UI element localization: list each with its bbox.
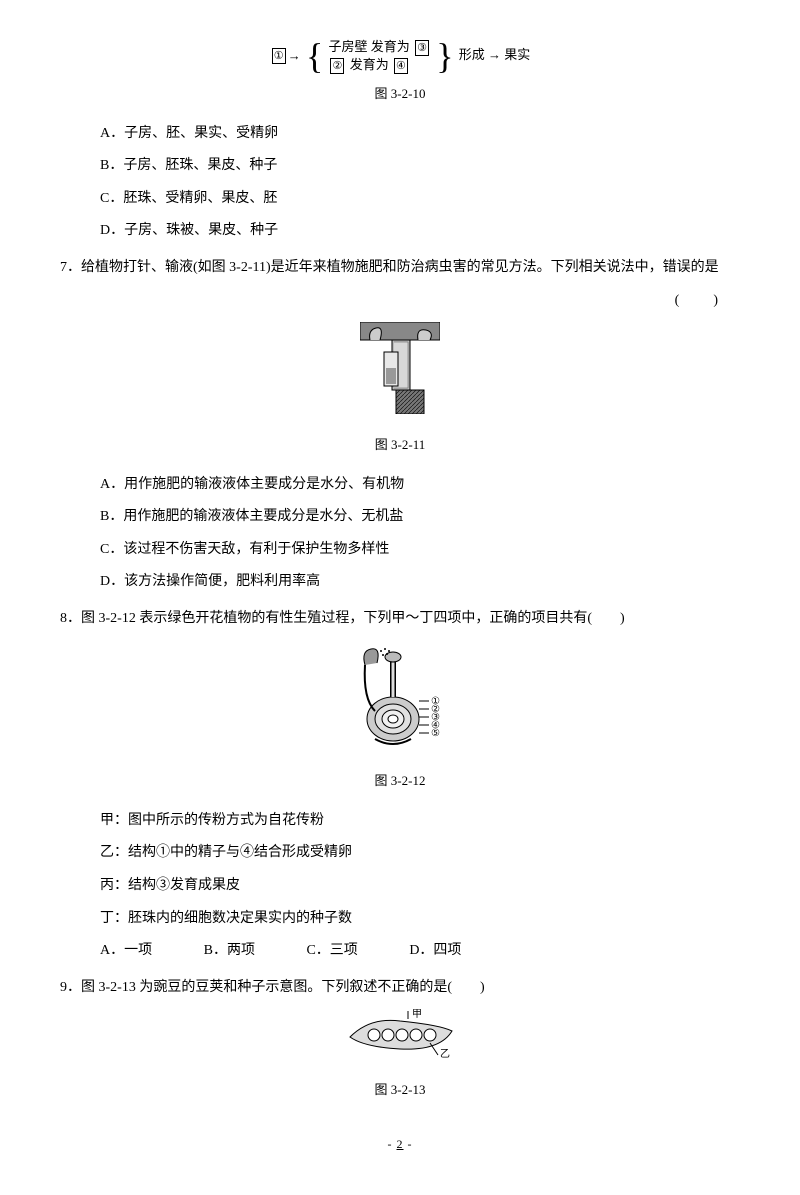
fig-3-2-11-caption: 图 3-2-11 <box>60 433 740 458</box>
fig10-box2: ② <box>330 58 344 74</box>
fig10-left: ① → <box>270 47 301 65</box>
fig10-box3: ③ <box>415 40 429 56</box>
q8-bing: 丙：结构③发育成果皮 <box>100 873 740 900</box>
page-number: 2 <box>397 1137 404 1151</box>
fig10-zifangbi: 子房壁 <box>328 39 367 54</box>
figure-3-2-11 <box>60 322 740 425</box>
fig-3-2-11-image <box>360 322 440 425</box>
q8-ding: 丁：胚珠内的细胞数决定果实内的种子数 <box>100 906 740 933</box>
q8-subitems: 甲：图中所示的传粉方式为自花传粉 乙：结构①中的精子与④结合形成受精卵 丙：结构… <box>100 808 740 932</box>
q6-options: A．子房、胚、果实、受精卵 B．子房、胚珠、果皮、种子 C．胚珠、受精卵、果皮、… <box>100 121 740 245</box>
fig-3-2-12-image: ① ② ③ ④ ⑤ <box>345 641 455 762</box>
fig10-right: 形成 → 果实 <box>459 47 531 62</box>
fig10-xingcheng: 形成 <box>459 47 485 62</box>
q6-opt-b: B．子房、胚珠、果皮、种子 <box>100 153 740 180</box>
brace-left-icon: { <box>306 38 323 74</box>
fig10-guoshi: 果实 <box>504 47 530 62</box>
q8-opt-c: C．三项 <box>306 938 357 965</box>
page-footer: - 2 - <box>60 1133 740 1156</box>
fig10-box4: ④ <box>394 58 408 74</box>
fig-3-2-12-caption: 图 3-2-12 <box>60 769 740 794</box>
q8-opt-a: A．一项 <box>100 938 152 965</box>
q7-stem: 7．给植物打针、输液(如图 3-2-11)是近年来植物施肥和防治病虫害的常见方法… <box>60 255 740 282</box>
brace-right-icon: } <box>436 38 453 74</box>
figure-3-2-13: 甲 乙 <box>60 1009 740 1070</box>
q7-opt-a: A．用作施肥的输液液体主要成分是水分、有机物 <box>100 472 740 499</box>
fig10-fayuwei-1: 发育为 <box>371 39 410 54</box>
q8-jia: 甲：图中所示的传粉方式为自花传粉 <box>100 808 740 835</box>
figure-3-2-10: ① → { 子房壁 发育为 ③ ② 发育为 ④ } 形成 → 果实 <box>60 38 740 74</box>
fig-3-2-13-image: 甲 乙 <box>340 1009 460 1070</box>
q6-opt-a: A．子房、胚、果实、受精卵 <box>100 121 740 148</box>
q8-yi: 乙：结构①中的精子与④结合形成受精卵 <box>100 840 740 867</box>
figure-3-2-12: ① ② ③ ④ ⑤ <box>60 641 740 762</box>
q7-opt-b: B．用作施肥的输液液体主要成分是水分、无机盐 <box>100 504 740 531</box>
q8-opt-d: D．四项 <box>409 938 461 965</box>
q7-paren: ( ) <box>675 293 720 308</box>
q9-label-jia: 甲 <box>412 1009 422 1020</box>
q8-options: A．一项 B．两项 C．三项 D．四项 <box>100 938 740 965</box>
q7-blank: ( ) <box>60 288 740 315</box>
q7-options: A．用作施肥的输液液体主要成分是水分、有机物 B．用作施肥的输液液体主要成分是水… <box>100 472 740 596</box>
q6-opt-c: C．胚珠、受精卵、果皮、胚 <box>100 186 740 213</box>
fig10-mid: 子房壁 发育为 ③ ② 发育为 ④ <box>328 38 431 74</box>
q8-opt-b: B．两项 <box>204 938 255 965</box>
fig10-box1: ① <box>272 48 286 64</box>
arrow-icon-2: → <box>488 47 501 62</box>
q9-label-yi: 乙 <box>440 1048 450 1059</box>
q9-stem: 9．图 3-2-13 为豌豆的豆荚和种子示意图。下列叙述不正确的是( ) <box>60 975 740 1002</box>
q7-opt-d: D．该方法操作简便，肥料利用率高 <box>100 569 740 596</box>
q7-opt-c: C．该过程不伤害天敌，有利于保护生物多样性 <box>100 537 740 564</box>
arrow-icon: → <box>288 47 301 65</box>
fig10-fayuwei-2: 发育为 <box>350 57 389 72</box>
q6-opt-d: D．子房、珠被、果皮、种子 <box>100 218 740 245</box>
fig-3-2-13-caption: 图 3-2-13 <box>60 1078 740 1103</box>
svg-text:⑤: ⑤ <box>431 728 440 739</box>
fig-3-2-10-diagram: ① → { 子房壁 发育为 ③ ② 发育为 ④ } 形成 → 果实 <box>270 38 531 74</box>
q8-stem: 8．图 3-2-12 表示绿色开花植物的有性生殖过程，下列甲～丁四项中，正确的项… <box>60 606 740 633</box>
fig-3-2-10-caption: 图 3-2-10 <box>60 82 740 107</box>
